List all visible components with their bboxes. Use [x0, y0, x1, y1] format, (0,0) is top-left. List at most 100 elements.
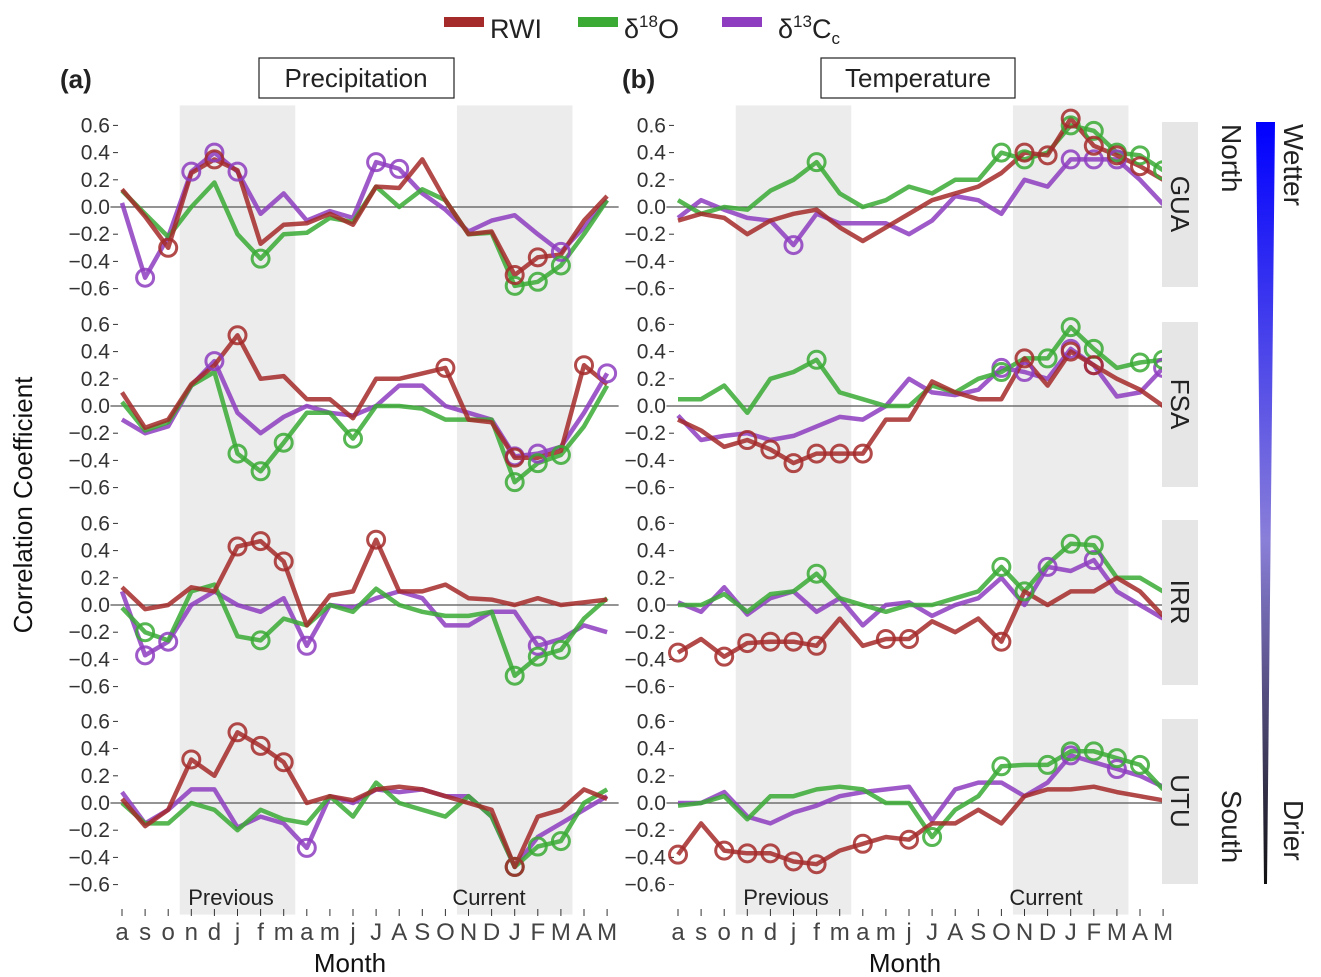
shade-label-previous-a: Previous [188, 885, 274, 910]
sig-marker-d18o [1106, 748, 1127, 769]
sig-marker-rwi [714, 840, 735, 861]
sig-marker-d18o [1037, 348, 1058, 369]
legend-label-rwi: RWI [490, 14, 542, 44]
sig-marker-d18o [806, 349, 827, 370]
y-tick-label: −0.6 [69, 278, 110, 301]
sig-marker-rwi [1083, 135, 1104, 156]
sig-marker-rwi [1037, 145, 1058, 166]
sig-marker-rwi [852, 443, 873, 464]
sig-marker-d18o [1083, 120, 1104, 141]
sig-marker-d13c [783, 235, 804, 256]
sig-marker-d18o [273, 432, 294, 453]
series-d13c-precipitation-gua [119, 150, 609, 280]
sig-marker-d13c [158, 631, 179, 652]
series-rwi-precipitation-irr [120, 537, 608, 628]
sig-marker-d13c [527, 443, 548, 464]
sig-marker-d13c [181, 161, 202, 182]
y-tick-label: 0.2 [637, 169, 666, 192]
sig-marker-rwi [737, 430, 758, 450]
strip-fsa [1162, 322, 1198, 487]
sig-marker-d13c [366, 152, 387, 173]
y-tick-label: −0.4 [625, 648, 667, 671]
y-tick-label: −0.2 [69, 819, 110, 842]
y-tick-label: −0.4 [625, 250, 667, 273]
x-tick-label: S [970, 919, 986, 946]
x-tick-label: D [483, 919, 500, 946]
sig-marker-d18o [1014, 149, 1035, 170]
sig-marker-d18o [1130, 145, 1150, 166]
legend: RWI δ18O δ13Cc [444, 12, 840, 48]
y-tick-label: 0.4 [637, 341, 667, 364]
x-axis-title-a: Month [314, 948, 386, 977]
sig-marker-rwi [227, 722, 248, 743]
sig-marker-d18o [1060, 115, 1081, 136]
y-tick-label: 0.4 [81, 341, 111, 364]
x-tick-label: m [320, 919, 340, 946]
sig-marker-d18o [991, 556, 1012, 577]
x-tick-label: j [790, 919, 796, 946]
x-tick-label: N [460, 919, 477, 946]
y-tick-label: 0.2 [81, 567, 110, 590]
sig-marker-rwi [435, 357, 456, 378]
y-tick-label: −0.6 [69, 676, 110, 699]
sig-marker-d18o [550, 255, 571, 276]
sig-marker-d18o [527, 646, 548, 667]
sig-marker-rwi [899, 629, 919, 649]
series-d13c-temperature-gua [676, 157, 1165, 248]
sig-marker-d13c [1060, 149, 1081, 170]
sig-marker-d18o [806, 152, 827, 173]
sig-marker-d18o [135, 622, 156, 643]
y-tick-label: −0.6 [625, 874, 666, 897]
sig-marker-d18o [250, 248, 271, 269]
legend-swatch-rwi [444, 17, 484, 27]
y-tick-label: 0.6 [637, 512, 666, 535]
sig-marker-rwi [806, 854, 827, 875]
series-rwi-precipitation-fsa [120, 333, 609, 460]
sig-marker-d13c [1083, 149, 1104, 170]
plot-layer [119, 108, 1174, 877]
y-tick-label: −0.4 [625, 449, 667, 472]
sig-marker-d18o [1060, 533, 1081, 554]
sig-marker-d13c [1083, 550, 1104, 571]
y-tick-label: −0.4 [69, 846, 111, 869]
y-tick-label: 0.2 [81, 169, 110, 192]
x-tick-label: A [947, 919, 963, 946]
y-tick-label: −0.4 [625, 846, 667, 869]
y-tick-label: 0.6 [637, 313, 666, 336]
series-rwi-precipitation-utu [120, 730, 608, 870]
x-tick-label: F [530, 919, 545, 946]
sig-marker-d18o [504, 472, 525, 493]
y-tick-label: −0.2 [625, 223, 666, 246]
sig-marker-rwi [527, 247, 548, 268]
sig-marker-rwi [366, 529, 387, 550]
sig-marker-d18o [527, 836, 548, 857]
x-tick-label: J [926, 919, 938, 946]
strip-label-utu: UTU [1165, 774, 1195, 827]
x-tick-label: A [576, 919, 592, 946]
sig-marker-rwi [829, 443, 850, 464]
x-tick-label: m [274, 919, 294, 946]
sig-marker-rwi [852, 833, 873, 854]
sig-marker-d18o [1083, 535, 1104, 556]
y-tick-label: 0.0 [81, 196, 110, 219]
sig-marker-d13c [296, 635, 317, 656]
strip-gua [1162, 122, 1198, 287]
sig-marker-d18o [504, 665, 525, 686]
x-tick-label: n [185, 919, 198, 946]
strip-label-gua: GUA [1165, 176, 1195, 233]
x-tick-label: D [1039, 919, 1056, 946]
sig-marker-rwi [1014, 348, 1035, 369]
x-tick-label: O [436, 919, 455, 946]
y-tick-label: 0.6 [81, 114, 110, 137]
sig-marker-d18o [1130, 352, 1150, 373]
y-tick-label: 0.2 [637, 368, 666, 391]
sig-marker-rwi [1130, 156, 1150, 177]
y-tick-label: 0.6 [637, 710, 666, 733]
strip-label-irr: IRR [1165, 580, 1195, 625]
sig-marker-rwi [875, 629, 896, 649]
gradient-label-south: South [1216, 790, 1247, 863]
x-tick-label: a [856, 919, 870, 946]
panel-a-title: Precipitation [284, 63, 427, 93]
y-tick-label: 0.2 [637, 765, 666, 788]
sig-marker-rwi [204, 149, 225, 170]
